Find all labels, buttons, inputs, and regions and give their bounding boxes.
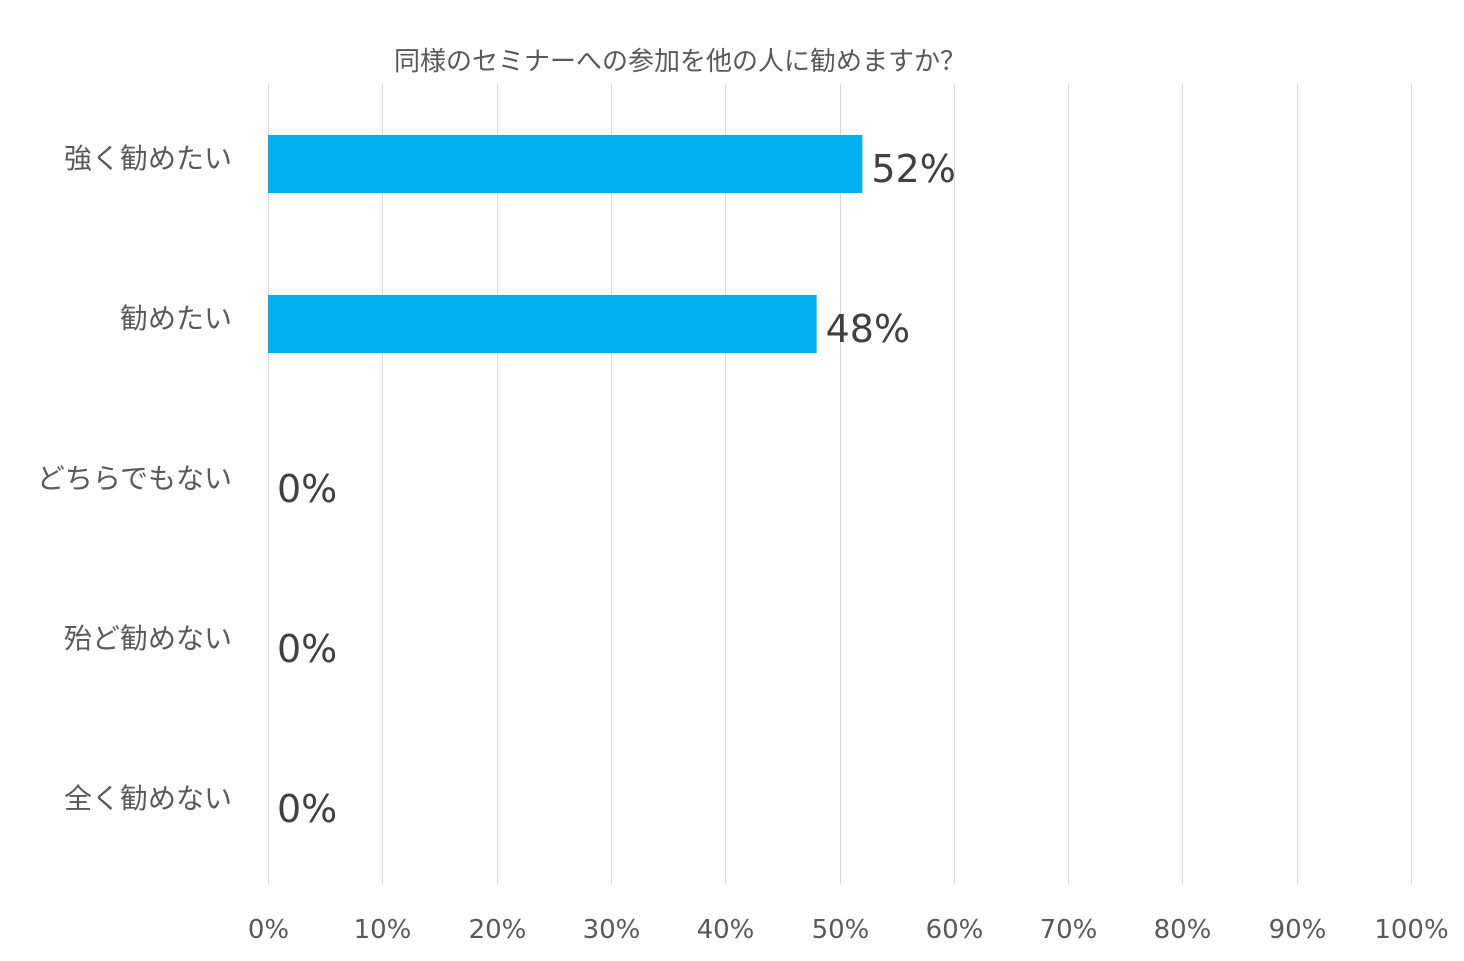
category-label: 強く勧めたい — [64, 142, 232, 175]
x-tick-label: 10% — [354, 915, 412, 945]
x-tick-label: 40% — [697, 915, 755, 945]
x-tick-label: 100% — [1374, 915, 1448, 945]
data-label: 0% — [277, 467, 337, 511]
x-axis-ticks: 0% 10% 20% 30% 40% 50% 60% 70% 80% 90% 100% — [248, 915, 1449, 945]
bar — [268, 135, 863, 193]
x-tick-label: 0% — [248, 915, 289, 945]
data-labels: 52% 48% 0% 0% 0% — [277, 147, 956, 831]
data-label: 52% — [871, 147, 955, 191]
category-label: 勧めたい — [120, 302, 232, 335]
x-tick-label: 60% — [926, 915, 984, 945]
x-tick-label: 30% — [583, 915, 641, 945]
bar — [268, 295, 817, 353]
x-tick-label: 90% — [1269, 915, 1327, 945]
chart-title: 同様のセミナーへの参加を他の人に勧めますか？ — [394, 47, 966, 77]
category-label: 殆ど勧めない — [64, 622, 232, 655]
bars — [268, 135, 863, 353]
x-tick-label: 50% — [812, 915, 870, 945]
gridlines — [268, 84, 1412, 884]
data-label: 0% — [277, 627, 337, 671]
x-tick-label: 20% — [469, 915, 527, 945]
x-tick-label: 70% — [1040, 915, 1098, 945]
data-label: 0% — [277, 787, 337, 831]
category-label: 全く勧めない — [64, 782, 232, 815]
data-label: 48% — [826, 307, 910, 351]
category-label: どちらでもない — [37, 462, 232, 495]
x-tick-label: 80% — [1154, 915, 1212, 945]
